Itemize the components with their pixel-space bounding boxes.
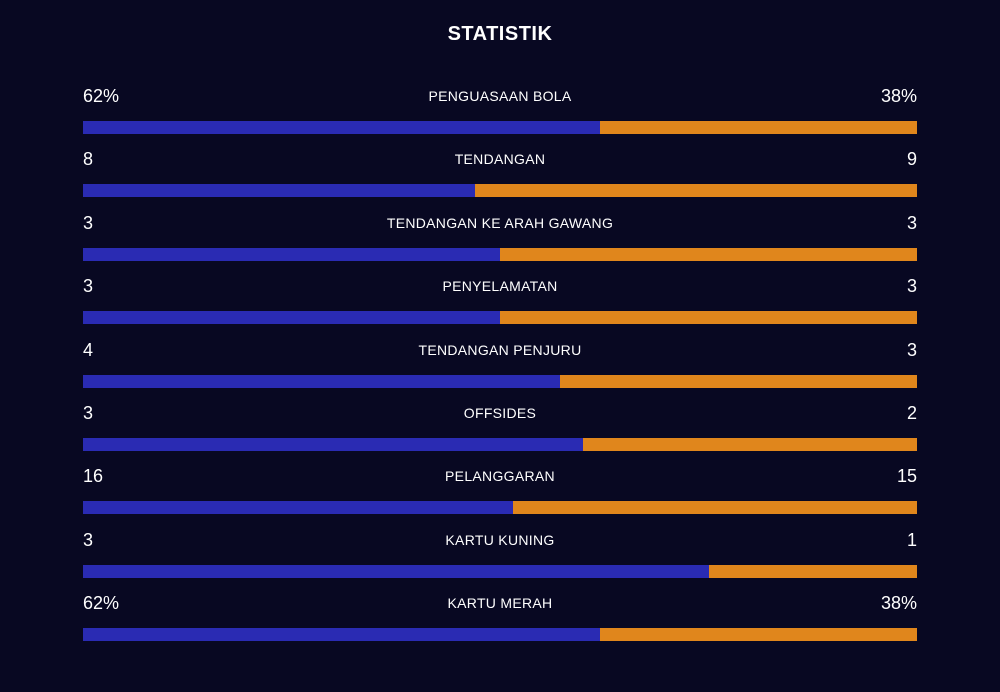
stat-row: 16 PELANGGARAN 15: [83, 463, 917, 523]
home-value: 62%: [83, 86, 120, 106]
home-bar-segment: [83, 628, 601, 642]
comparison-bar: [83, 628, 917, 642]
stat-values: 62% PENGUASAAN BOLA 38%: [83, 83, 917, 111]
stat-row: 8 TENDANGAN 9: [83, 146, 917, 206]
home-bar-segment: [83, 374, 560, 388]
comparison-bar: [83, 121, 917, 134]
panel-title: STATISTIK: [447, 23, 553, 45]
away-bar-segment: [600, 628, 917, 642]
stat-values: 3 OFFSIDES 2: [83, 400, 917, 428]
away-value: 2: [906, 403, 917, 423]
stat-row: 62% PENGUASAAN BOLA 38%: [83, 83, 917, 143]
comparison-bar: [83, 564, 917, 578]
comparison-bar: [83, 438, 917, 451]
home-value: 8: [83, 149, 94, 170]
away-value: 3: [906, 276, 917, 297]
comparison-bar: [83, 311, 917, 325]
away-bar-segment: [500, 311, 917, 325]
home-value: 4: [83, 339, 94, 360]
away-bar-segment: [513, 501, 917, 515]
stat-values: 3 PENYELAMATAN 3: [83, 273, 917, 301]
home-bar-segment: [83, 438, 584, 451]
stat-row: 3 TENDANGAN KE ARAH GAWANG 3: [83, 210, 917, 270]
stat-label: OFFSIDES: [463, 405, 537, 421]
home-value: 62%: [83, 593, 120, 614]
away-value: 3: [906, 339, 917, 360]
home-bar-segment: [83, 247, 500, 261]
stat-values: 8 TENDANGAN 9: [83, 146, 917, 174]
stat-values: 16 PELANGGARAN 15: [83, 463, 917, 491]
away-bar-segment: [475, 184, 917, 198]
stat-row: 3 OFFSIDES 2: [83, 400, 917, 460]
home-bar-segment: [83, 121, 601, 134]
stat-row: 4 TENDANGAN PENJURU 3: [83, 337, 917, 397]
away-bar-segment: [600, 121, 917, 134]
away-bar-segment: [708, 564, 917, 578]
home-value: 3: [83, 403, 94, 423]
stat-values: 3 TENDANGAN KE ARAH GAWANG 3: [83, 210, 917, 238]
stat-row: 3 KARTU KUNING 1: [83, 527, 917, 587]
away-value: 1: [906, 529, 917, 550]
home-bar-segment: [83, 501, 514, 515]
stat-values: 3 KARTU KUNING 1: [83, 527, 917, 555]
stat-label: TENDANGAN KE ARAH GAWANG: [386, 214, 614, 231]
stat-label: KARTU MERAH: [447, 595, 553, 612]
home-bar-segment: [83, 184, 476, 198]
away-bar-segment: [559, 374, 917, 388]
home-bar-segment: [83, 311, 500, 325]
home-value: 3: [83, 212, 94, 233]
stat-values: 4 TENDANGAN PENJURU 3: [83, 337, 917, 365]
stat-label: PELANGGARAN: [445, 468, 555, 485]
away-value: 9: [906, 149, 917, 170]
away-bar-segment: [583, 438, 917, 451]
away-value: 38%: [880, 86, 917, 106]
comparison-bar: [83, 501, 917, 515]
stat-values: 62% KARTU MERAH 38%: [83, 590, 917, 618]
stat-row: 3 PENYELAMATAN 3: [83, 273, 917, 333]
stat-label: TENDANGAN: [454, 151, 546, 168]
stat-row: 62% KARTU MERAH 38%: [83, 590, 917, 650]
comparison-bar: [83, 374, 917, 388]
stat-label: PENGUASAAN BOLA: [428, 88, 572, 104]
away-value: 15: [896, 466, 917, 487]
away-bar-segment: [500, 247, 917, 261]
stat-label: TENDANGAN PENJURU: [418, 341, 582, 358]
comparison-bar: [83, 247, 917, 261]
away-value: 38%: [880, 593, 917, 614]
home-value: 16: [83, 466, 104, 487]
stat-label: PENYELAMATAN: [442, 278, 558, 295]
away-value: 3: [906, 212, 917, 233]
stat-label: KARTU KUNING: [445, 531, 555, 548]
home-value: 3: [83, 276, 94, 297]
comparison-bar: [83, 184, 917, 198]
home-value: 3: [83, 529, 94, 550]
home-bar-segment: [83, 564, 709, 578]
